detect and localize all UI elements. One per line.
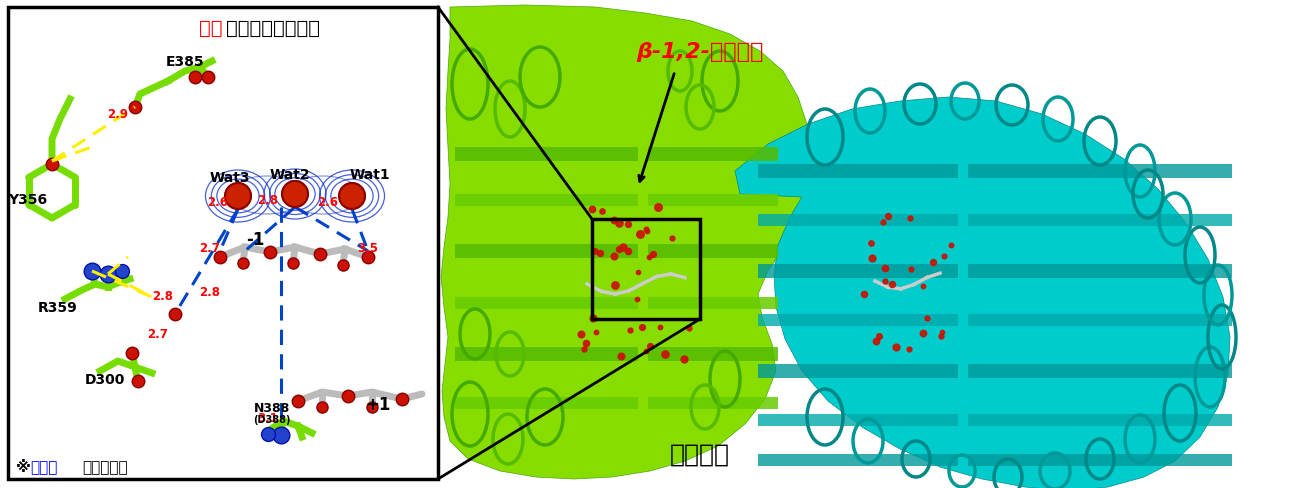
Text: 新規: 新規 [199, 19, 222, 38]
Text: 2.7: 2.7 [200, 241, 221, 254]
Bar [592, 220, 700, 319]
Text: 3.5: 3.5 [357, 241, 379, 254]
Bar [758, 364, 958, 378]
Text: 2.6: 2.6 [208, 196, 228, 209]
Bar [758, 215, 958, 226]
Bar [456, 195, 639, 206]
Bar [8, 8, 437, 479]
Text: 3.1: 3.1 [257, 411, 279, 424]
Text: Wat1: Wat1 [349, 168, 391, 182]
Text: 青点線: 青点線 [30, 460, 57, 474]
Bar [648, 397, 778, 409]
Text: -1: -1 [245, 230, 265, 248]
Bar [968, 414, 1232, 426]
Bar [758, 414, 958, 426]
Bar [456, 397, 639, 409]
Text: 全体構造: 全体構造 [670, 442, 729, 466]
Text: 2.6: 2.6 [318, 196, 339, 209]
Bar [456, 347, 639, 361]
Bar [648, 148, 778, 162]
Bar [440, 0, 1298, 488]
Bar [968, 364, 1232, 378]
Text: 2.8: 2.8 [257, 193, 279, 206]
Text: E385: E385 [166, 55, 204, 69]
Bar [648, 244, 778, 259]
Bar [758, 314, 958, 326]
Text: 2.8: 2.8 [200, 285, 221, 298]
Text: R359: R359 [38, 301, 78, 314]
Polygon shape [735, 98, 1231, 488]
Bar [968, 454, 1232, 466]
Text: +1: +1 [365, 395, 391, 413]
Bar [456, 148, 639, 162]
Text: D300: D300 [84, 372, 125, 386]
Bar [456, 297, 639, 309]
Text: Wat3: Wat3 [210, 171, 251, 184]
Bar [648, 347, 778, 361]
Text: な反応メカニズム: な反応メカニズム [226, 19, 321, 38]
Bar [648, 195, 778, 206]
Text: N388: N388 [254, 401, 291, 414]
Bar [968, 164, 1232, 179]
Text: が反応経路: が反応経路 [82, 460, 127, 474]
Bar [758, 454, 958, 466]
Bar [648, 297, 778, 309]
Text: 2.8: 2.8 [152, 289, 174, 302]
Bar [968, 215, 1232, 226]
Text: Y356: Y356 [9, 193, 48, 206]
Circle shape [339, 183, 365, 209]
Text: (D388): (D388) [253, 414, 291, 424]
Bar [456, 244, 639, 259]
Bar [968, 264, 1232, 279]
Text: 2.7: 2.7 [148, 328, 169, 341]
Text: 2.9: 2.9 [108, 108, 129, 121]
Bar [758, 264, 958, 279]
Bar [758, 164, 958, 179]
Circle shape [282, 182, 308, 207]
Text: β-1,2-グルカン: β-1,2-グルカン [636, 42, 763, 62]
Text: Wat2: Wat2 [270, 168, 310, 182]
Text: ※: ※ [16, 460, 31, 474]
Bar [968, 314, 1232, 326]
Circle shape [225, 183, 251, 209]
Polygon shape [441, 6, 813, 479]
